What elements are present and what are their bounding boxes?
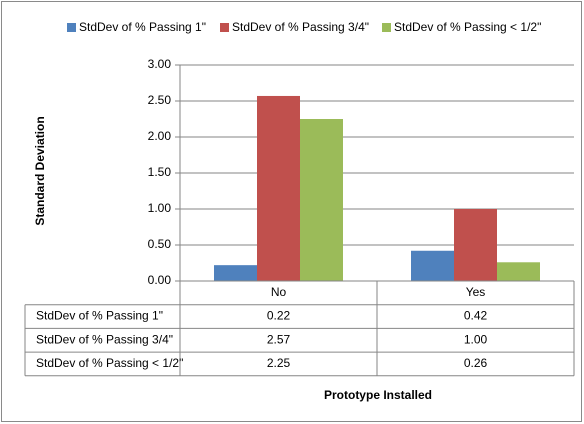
y-tick-label: 3.00 [148,57,172,71]
y-tick-label: 2.50 [148,93,172,107]
y-tick-label: 1.50 [148,165,172,179]
legend-label: StdDev of % Passing 1" [79,20,206,34]
legend-label: StdDev of % Passing < 1/2" [394,20,541,34]
legend-swatch [382,23,391,32]
table-cell-value: 0.42 [464,309,488,323]
table-row-label: StdDev of % Passing 3/4" [36,332,173,346]
y-tick-label: 0.50 [148,237,172,251]
category-label: No [271,285,287,299]
legend-label: StdDev of % Passing 3/4" [232,20,369,34]
y-tick-label: 2.00 [148,129,172,143]
y-axis-title: Standard Deviation [33,116,47,225]
category-label: Yes [466,285,486,299]
legend-swatch [67,23,76,32]
table-cell-value: 0.22 [267,309,291,323]
bar-1-1 [454,209,497,281]
bar-0-0 [214,265,257,281]
x-axis-title: Prototype Installed [324,388,432,402]
y-tick-label: 1.00 [148,201,172,215]
table-row-label: StdDev of % Passing 1" [36,309,163,323]
bar-2-1 [497,262,540,281]
legend-swatch [220,23,229,32]
table-cell-value: 0.26 [464,356,488,370]
bar-2-0 [300,119,343,281]
bar-1-0 [257,95,300,282]
table-cell-value: 2.25 [267,356,291,370]
bar-0-1 [411,250,454,281]
table-cell-value: 1.00 [464,332,488,346]
table-cell-value: 2.57 [267,332,291,346]
y-tick-label: 0.00 [148,273,172,287]
table-row-label: StdDev of % Passing < 1/2" [36,356,183,370]
